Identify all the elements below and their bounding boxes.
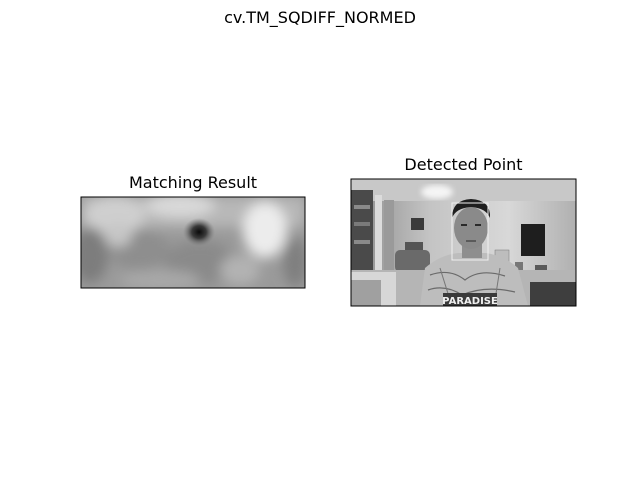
detected-point-image: PARADISE (351, 179, 576, 307)
match-minimum (183, 218, 215, 246)
person-shirt (420, 253, 528, 306)
detected-point-title: Detected Point (404, 155, 523, 174)
matching-result-title: Matching Result (128, 173, 258, 192)
tv (521, 224, 545, 256)
matching-result-frame (80, 196, 306, 289)
detection-box (451, 202, 489, 261)
chandelier (421, 185, 453, 199)
detected-point-frame (350, 178, 577, 307)
matching-result-heatmap (81, 197, 305, 288)
figure-title: cv.TM_SQDIFF_NORMED (224, 8, 416, 27)
shirt-text: PARADISE (442, 296, 498, 307)
person-face (454, 207, 488, 249)
